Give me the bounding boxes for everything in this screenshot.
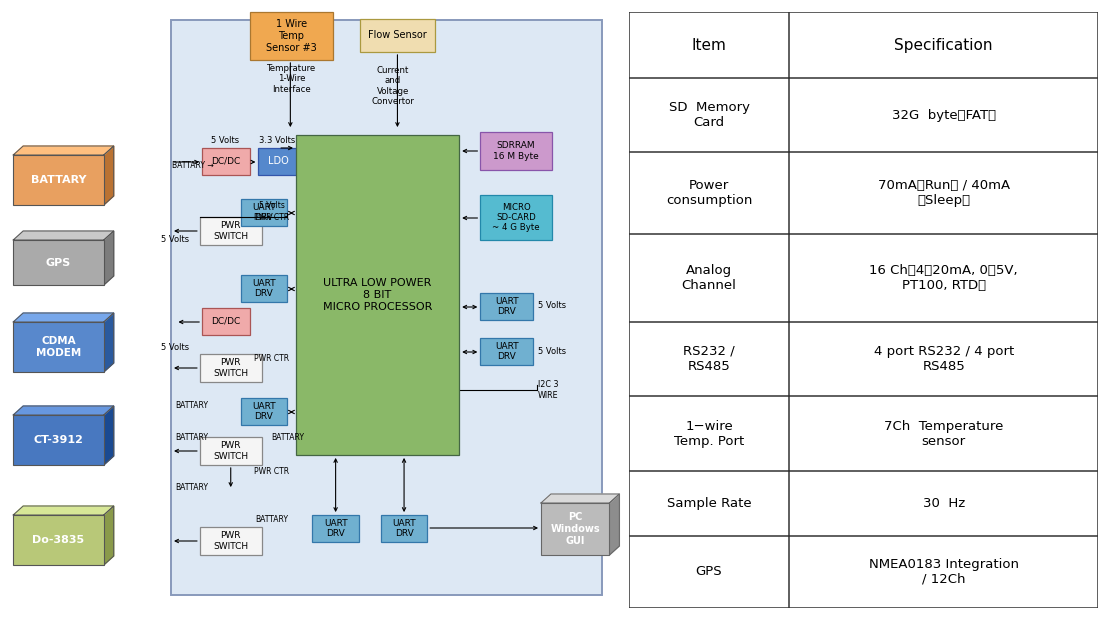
FancyBboxPatch shape <box>241 275 287 302</box>
Text: 30  Hz: 30 Hz <box>923 497 965 510</box>
Text: Specification: Specification <box>894 38 992 53</box>
FancyBboxPatch shape <box>13 415 104 465</box>
Polygon shape <box>13 506 114 515</box>
FancyBboxPatch shape <box>250 12 333 60</box>
Text: PWR CTR: PWR CTR <box>254 354 289 363</box>
FancyBboxPatch shape <box>13 155 104 205</box>
Text: BATTARY: BATTARY <box>255 515 288 525</box>
FancyBboxPatch shape <box>241 398 287 425</box>
FancyBboxPatch shape <box>171 20 602 595</box>
FancyBboxPatch shape <box>360 19 435 52</box>
Polygon shape <box>104 406 114 465</box>
Polygon shape <box>104 313 114 372</box>
Text: 5 Volts: 5 Volts <box>161 343 190 353</box>
Text: DC/DC: DC/DC <box>211 157 241 166</box>
Text: 5 Volts: 5 Volts <box>211 136 240 145</box>
Text: GPS: GPS <box>46 257 71 267</box>
Polygon shape <box>13 146 114 155</box>
Text: RS232 /
RS485: RS232 / RS485 <box>683 345 735 373</box>
Text: SDRRAM
16 M Byte: SDRRAM 16 M Byte <box>493 141 539 161</box>
Text: PWR
SWITCH: PWR SWITCH <box>213 221 248 241</box>
Text: 3.3 Volts: 3.3 Volts <box>259 136 295 145</box>
FancyBboxPatch shape <box>541 503 609 555</box>
FancyBboxPatch shape <box>200 437 262 465</box>
FancyBboxPatch shape <box>200 527 262 555</box>
Text: PWR
SWITCH: PWR SWITCH <box>213 531 248 551</box>
Text: UART
DRV: UART DRV <box>323 519 348 538</box>
Text: ULTRA LOW POWER
8 BIT
MICRO PROCESSOR: ULTRA LOW POWER 8 BIT MICRO PROCESSOR <box>322 278 433 312</box>
Text: 7Ch  Temperature
sensor: 7Ch Temperature sensor <box>884 420 1004 448</box>
Text: UART
DRV: UART DRV <box>392 519 416 538</box>
Text: UART
DRV: UART DRV <box>495 342 519 361</box>
Polygon shape <box>609 494 619 555</box>
Text: GPS: GPS <box>696 565 722 578</box>
Text: PWR
SWITCH: PWR SWITCH <box>213 441 248 461</box>
Text: BATTARY: BATTARY <box>272 433 305 441</box>
FancyBboxPatch shape <box>480 293 533 320</box>
FancyBboxPatch shape <box>200 217 262 245</box>
Text: Do-3835: Do-3835 <box>32 535 85 545</box>
FancyBboxPatch shape <box>200 354 262 382</box>
Polygon shape <box>104 146 114 205</box>
Text: UART
DRV: UART DRV <box>252 279 276 298</box>
Text: UART
DRV: UART DRV <box>252 203 276 222</box>
Polygon shape <box>13 231 114 240</box>
Polygon shape <box>104 231 114 285</box>
Text: CT-3912: CT-3912 <box>33 435 84 445</box>
Polygon shape <box>104 506 114 565</box>
Text: NMEA0183 Integration
/ 12Ch: NMEA0183 Integration / 12Ch <box>869 557 1019 586</box>
Text: BATTARY →: BATTARY → <box>172 161 214 169</box>
Text: 32G  byte（FAT）: 32G byte（FAT） <box>892 108 996 122</box>
Text: 5 Volts: 5 Volts <box>161 236 190 244</box>
Text: 1 Wire
Temp
Sensor #3: 1 Wire Temp Sensor #3 <box>266 19 317 53</box>
Text: 4 port RS232 / 4 port
RS485: 4 port RS232 / 4 port RS485 <box>873 345 1013 373</box>
FancyBboxPatch shape <box>202 148 250 175</box>
FancyBboxPatch shape <box>241 199 287 226</box>
Text: Sample Rate: Sample Rate <box>667 497 752 510</box>
Text: Current
and
Voltage
Convertor: Current and Voltage Convertor <box>372 66 414 106</box>
FancyBboxPatch shape <box>312 515 359 542</box>
FancyBboxPatch shape <box>202 308 250 335</box>
Text: 16 Ch（4～20mA, 0～5V,
PT100, RTD）: 16 Ch（4～20mA, 0～5V, PT100, RTD） <box>869 264 1018 291</box>
Text: Analog
Channel: Analog Channel <box>681 264 736 291</box>
Text: LDO: LDO <box>268 156 288 167</box>
Text: BATTARY: BATTARY <box>176 401 209 409</box>
Polygon shape <box>13 406 114 415</box>
Text: BATTARY: BATTARY <box>31 175 86 185</box>
FancyBboxPatch shape <box>258 148 298 175</box>
Text: BATTARY: BATTARY <box>176 433 209 441</box>
Text: 5 Volts: 5 Volts <box>258 201 285 210</box>
FancyBboxPatch shape <box>480 132 552 170</box>
Text: PWR CTR: PWR CTR <box>254 467 289 476</box>
Text: 1−wire
Temp. Port: 1−wire Temp. Port <box>673 420 744 448</box>
Text: UART
DRV: UART DRV <box>252 402 276 421</box>
Text: SD  Memory
Card: SD Memory Card <box>669 101 750 129</box>
Text: Temprature
1-Wire
Interface: Temprature 1-Wire Interface <box>267 64 316 94</box>
Text: I2C 3
WIRE: I2C 3 WIRE <box>538 380 559 400</box>
FancyBboxPatch shape <box>13 322 104 372</box>
FancyBboxPatch shape <box>13 240 104 285</box>
Text: MICRO
SD-CARD
~ 4 G Byte: MICRO SD-CARD ~ 4 G Byte <box>492 203 540 232</box>
FancyBboxPatch shape <box>480 195 552 240</box>
FancyBboxPatch shape <box>480 338 533 365</box>
Text: PWR CTR: PWR CTR <box>254 213 289 222</box>
FancyBboxPatch shape <box>13 515 104 565</box>
Polygon shape <box>541 494 619 503</box>
Text: UART
DRV: UART DRV <box>495 297 519 316</box>
Text: DC/DC: DC/DC <box>211 317 241 326</box>
Text: 5 Volts: 5 Volts <box>538 301 565 311</box>
Text: 70mA（Run） / 40mA
（Sleep）: 70mA（Run） / 40mA （Sleep） <box>878 179 1010 207</box>
FancyBboxPatch shape <box>296 135 459 455</box>
Text: Item: Item <box>691 38 726 53</box>
Text: BATTARY: BATTARY <box>176 482 209 492</box>
Text: Flow Sensor: Flow Sensor <box>368 30 427 40</box>
Text: CDMA
MODEM: CDMA MODEM <box>36 336 81 358</box>
FancyBboxPatch shape <box>381 515 427 542</box>
Polygon shape <box>13 313 114 322</box>
Text: PC
Windows
GUI: PC Windows GUI <box>551 512 599 546</box>
Text: PWR
SWITCH: PWR SWITCH <box>213 358 248 378</box>
Text: 5 Volts: 5 Volts <box>538 347 565 356</box>
Text: Power
consumption: Power consumption <box>666 179 752 207</box>
